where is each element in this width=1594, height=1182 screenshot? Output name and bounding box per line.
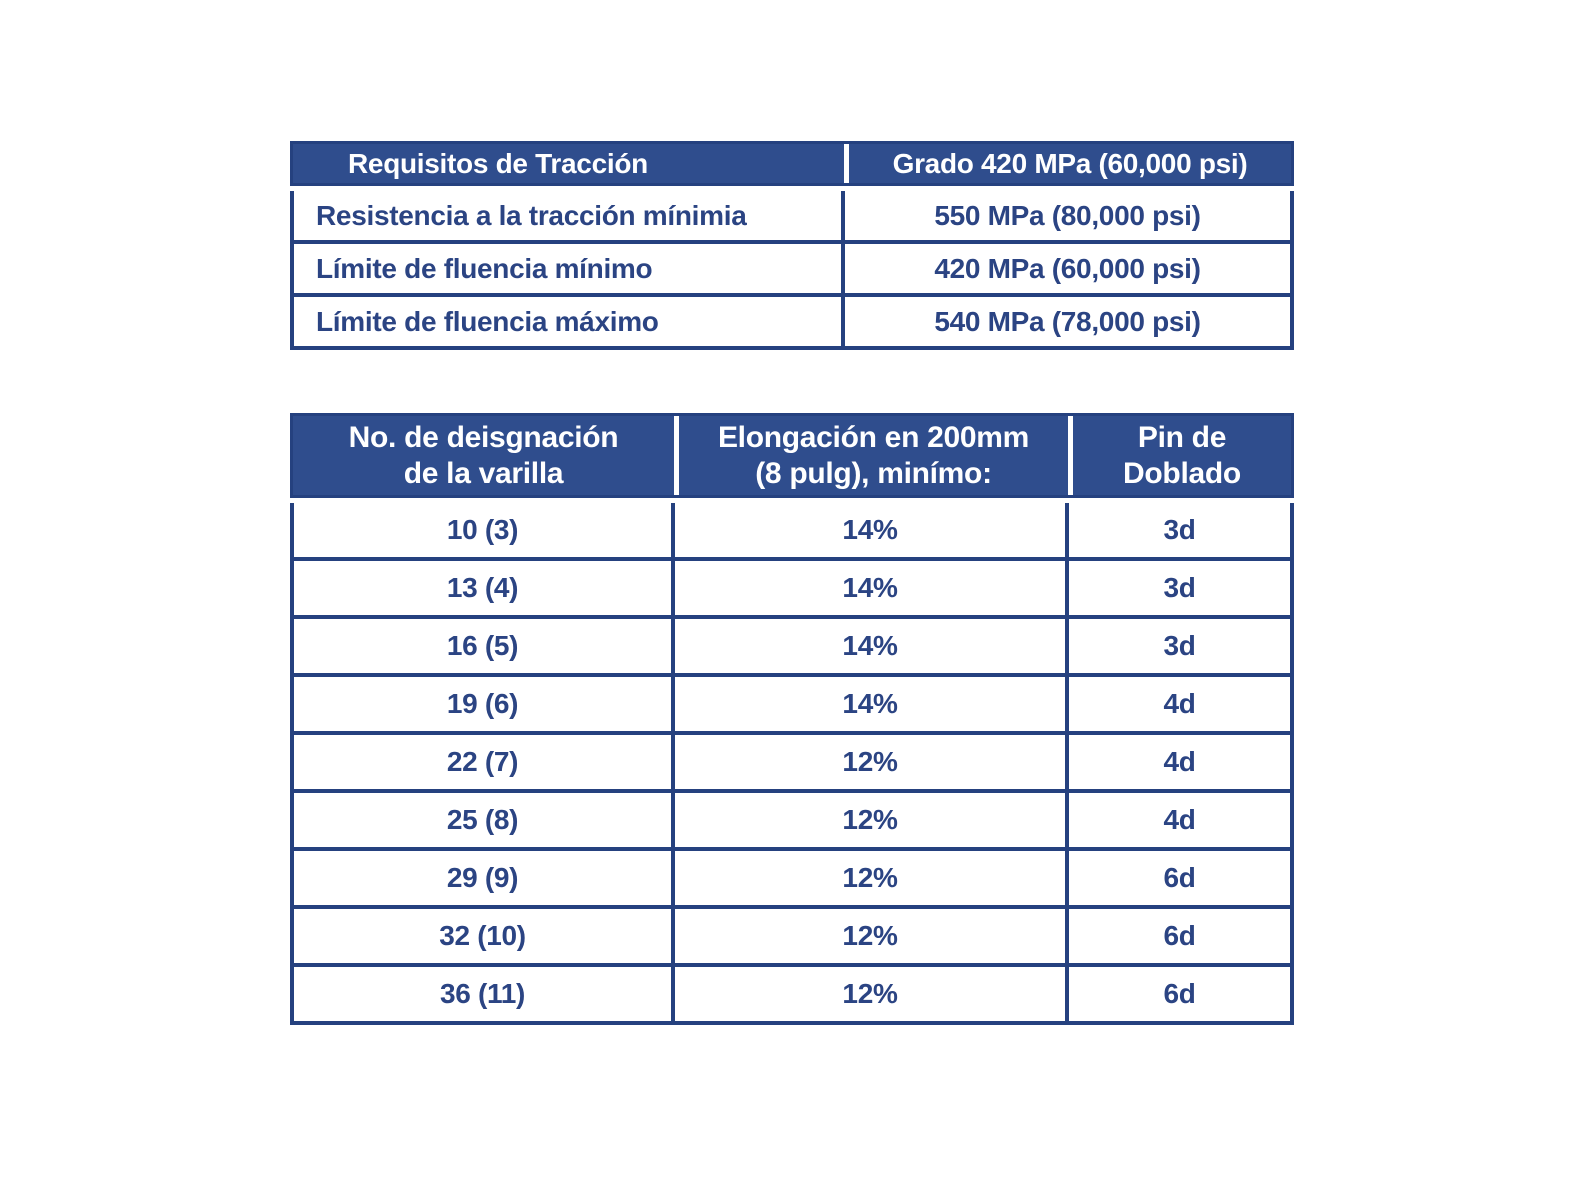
designation-cell: 22 (7) bbox=[294, 735, 675, 789]
bend-pin-column-header: Pin de Doblado bbox=[1068, 416, 1291, 495]
designation-cell: 10 (3) bbox=[294, 503, 675, 557]
elongation-cell: 14% bbox=[675, 561, 1069, 615]
table-row: 22 (7) 12% 4d bbox=[294, 731, 1290, 789]
table-row: Límite de fluencia máximo 540 MPa (78,00… bbox=[294, 293, 1290, 346]
rebar-table-body: 10 (3) 14% 3d 13 (4) 14% 3d 16 (5) 14% 3… bbox=[290, 503, 1294, 1025]
table-row: 10 (3) 14% 3d bbox=[294, 503, 1290, 557]
bend-pin-cell: 3d bbox=[1163, 630, 1196, 661]
elongation-cell: 14% bbox=[675, 503, 1069, 557]
bend-pin-cell: 6d bbox=[1163, 920, 1196, 951]
elongation-cell: 12% bbox=[675, 793, 1069, 847]
table-row: 25 (8) 12% 4d bbox=[294, 789, 1290, 847]
elongation-cell: 14% bbox=[675, 619, 1069, 673]
designation-column-header: No. de deisgnación de la varilla bbox=[348, 420, 619, 490]
designation-cell: 36 (11) bbox=[294, 967, 675, 1021]
designation-cell: 25 (8) bbox=[294, 793, 675, 847]
requirement-label: Límite de fluencia máximo bbox=[294, 297, 845, 346]
requirement-label: Límite de fluencia mínimo bbox=[294, 244, 845, 293]
bend-pin-cell: 4d bbox=[1163, 746, 1196, 777]
table-row: Límite de fluencia mínimo 420 MPa (60,00… bbox=[294, 240, 1290, 293]
rebar-table-header-row: No. de deisgnación de la varilla Elongac… bbox=[290, 413, 1294, 498]
tension-table-title: Requisitos de Tracción bbox=[348, 147, 648, 179]
elongation-cell: 14% bbox=[675, 677, 1069, 731]
designation-cell: 29 (9) bbox=[294, 851, 675, 905]
elongation-column-header: Elongación en 200mm (8 pulg), minímo: bbox=[674, 416, 1068, 495]
table-row: 13 (4) 14% 3d bbox=[294, 557, 1290, 615]
table-row: Resistencia a la tracción mínimia 550 MP… bbox=[294, 191, 1290, 240]
bend-pin-cell: 6d bbox=[1163, 978, 1196, 1009]
bend-pin-cell: 3d bbox=[1163, 514, 1196, 545]
elongation-cell: 12% bbox=[675, 735, 1069, 789]
requirement-value: 540 MPa (78,000 psi) bbox=[934, 305, 1201, 337]
requirement-label: Resistencia a la tracción mínimia bbox=[294, 191, 845, 240]
table-row: 29 (9) 12% 6d bbox=[294, 847, 1290, 905]
bend-pin-cell: 4d bbox=[1163, 688, 1196, 719]
bend-pin-cell: 4d bbox=[1163, 804, 1196, 835]
table-row: 32 (10) 12% 6d bbox=[294, 905, 1290, 963]
tension-table-grade-header: Grado 420 MPa (60,000 psi) bbox=[844, 144, 1291, 183]
elongation-cell: 12% bbox=[675, 909, 1069, 963]
tension-table-header-row: Requisitos de Tracción Grado 420 MPa (60… bbox=[290, 141, 1294, 186]
rebar-elongation-table: No. de deisgnación de la varilla Elongac… bbox=[290, 413, 1294, 1025]
designation-cell: 32 (10) bbox=[294, 909, 675, 963]
requirement-value: 420 MPa (60,000 psi) bbox=[934, 252, 1201, 284]
table-row: 19 (6) 14% 4d bbox=[294, 673, 1290, 731]
elongation-cell: 12% bbox=[675, 851, 1069, 905]
designation-cell: 16 (5) bbox=[294, 619, 675, 673]
designation-cell: 13 (4) bbox=[294, 561, 675, 615]
bend-pin-cell: 3d bbox=[1163, 572, 1196, 603]
elongation-cell: 12% bbox=[675, 967, 1069, 1021]
table-row: 16 (5) 14% 3d bbox=[294, 615, 1290, 673]
tension-table-body: Resistencia a la tracción mínimia 550 MP… bbox=[290, 191, 1294, 350]
tension-requirements-table: Requisitos de Tracción Grado 420 MPa (60… bbox=[290, 141, 1294, 350]
bend-pin-cell: 6d bbox=[1163, 862, 1196, 893]
table-row: 36 (11) 12% 6d bbox=[294, 963, 1290, 1021]
designation-cell: 19 (6) bbox=[294, 677, 675, 731]
requirement-value: 550 MPa (80,000 psi) bbox=[934, 199, 1201, 231]
